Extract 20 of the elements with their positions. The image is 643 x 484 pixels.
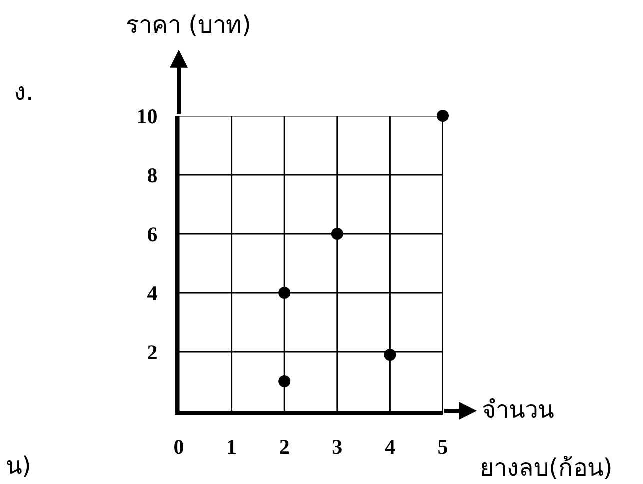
y-tick-label: 4 <box>147 281 158 306</box>
y-tick-label: 2 <box>147 340 158 364</box>
text: น) <box>6 452 32 480</box>
y-axis-title: ราคา (บาท) <box>126 11 252 39</box>
point <box>437 110 449 122</box>
x-tick-label: 0 <box>174 435 184 460</box>
point <box>384 348 396 361</box>
y-tick-label: 6 <box>147 222 158 246</box>
text: จำนวน ยางลบ(ก้อน) <box>480 396 613 482</box>
y-tick-label: 8 <box>147 163 158 188</box>
point <box>278 287 291 299</box>
point <box>331 228 344 240</box>
y-tick-label: 10 <box>136 104 158 128</box>
text: ง. <box>14 78 34 106</box>
x-tick-label: 4 <box>384 435 396 460</box>
x-tick-label: 3 <box>332 435 343 460</box>
x-tick-label: 5 <box>438 435 448 460</box>
x-tick-label: 2 <box>279 435 290 460</box>
point <box>278 376 291 388</box>
x-tick-label: 1 <box>226 435 238 460</box>
